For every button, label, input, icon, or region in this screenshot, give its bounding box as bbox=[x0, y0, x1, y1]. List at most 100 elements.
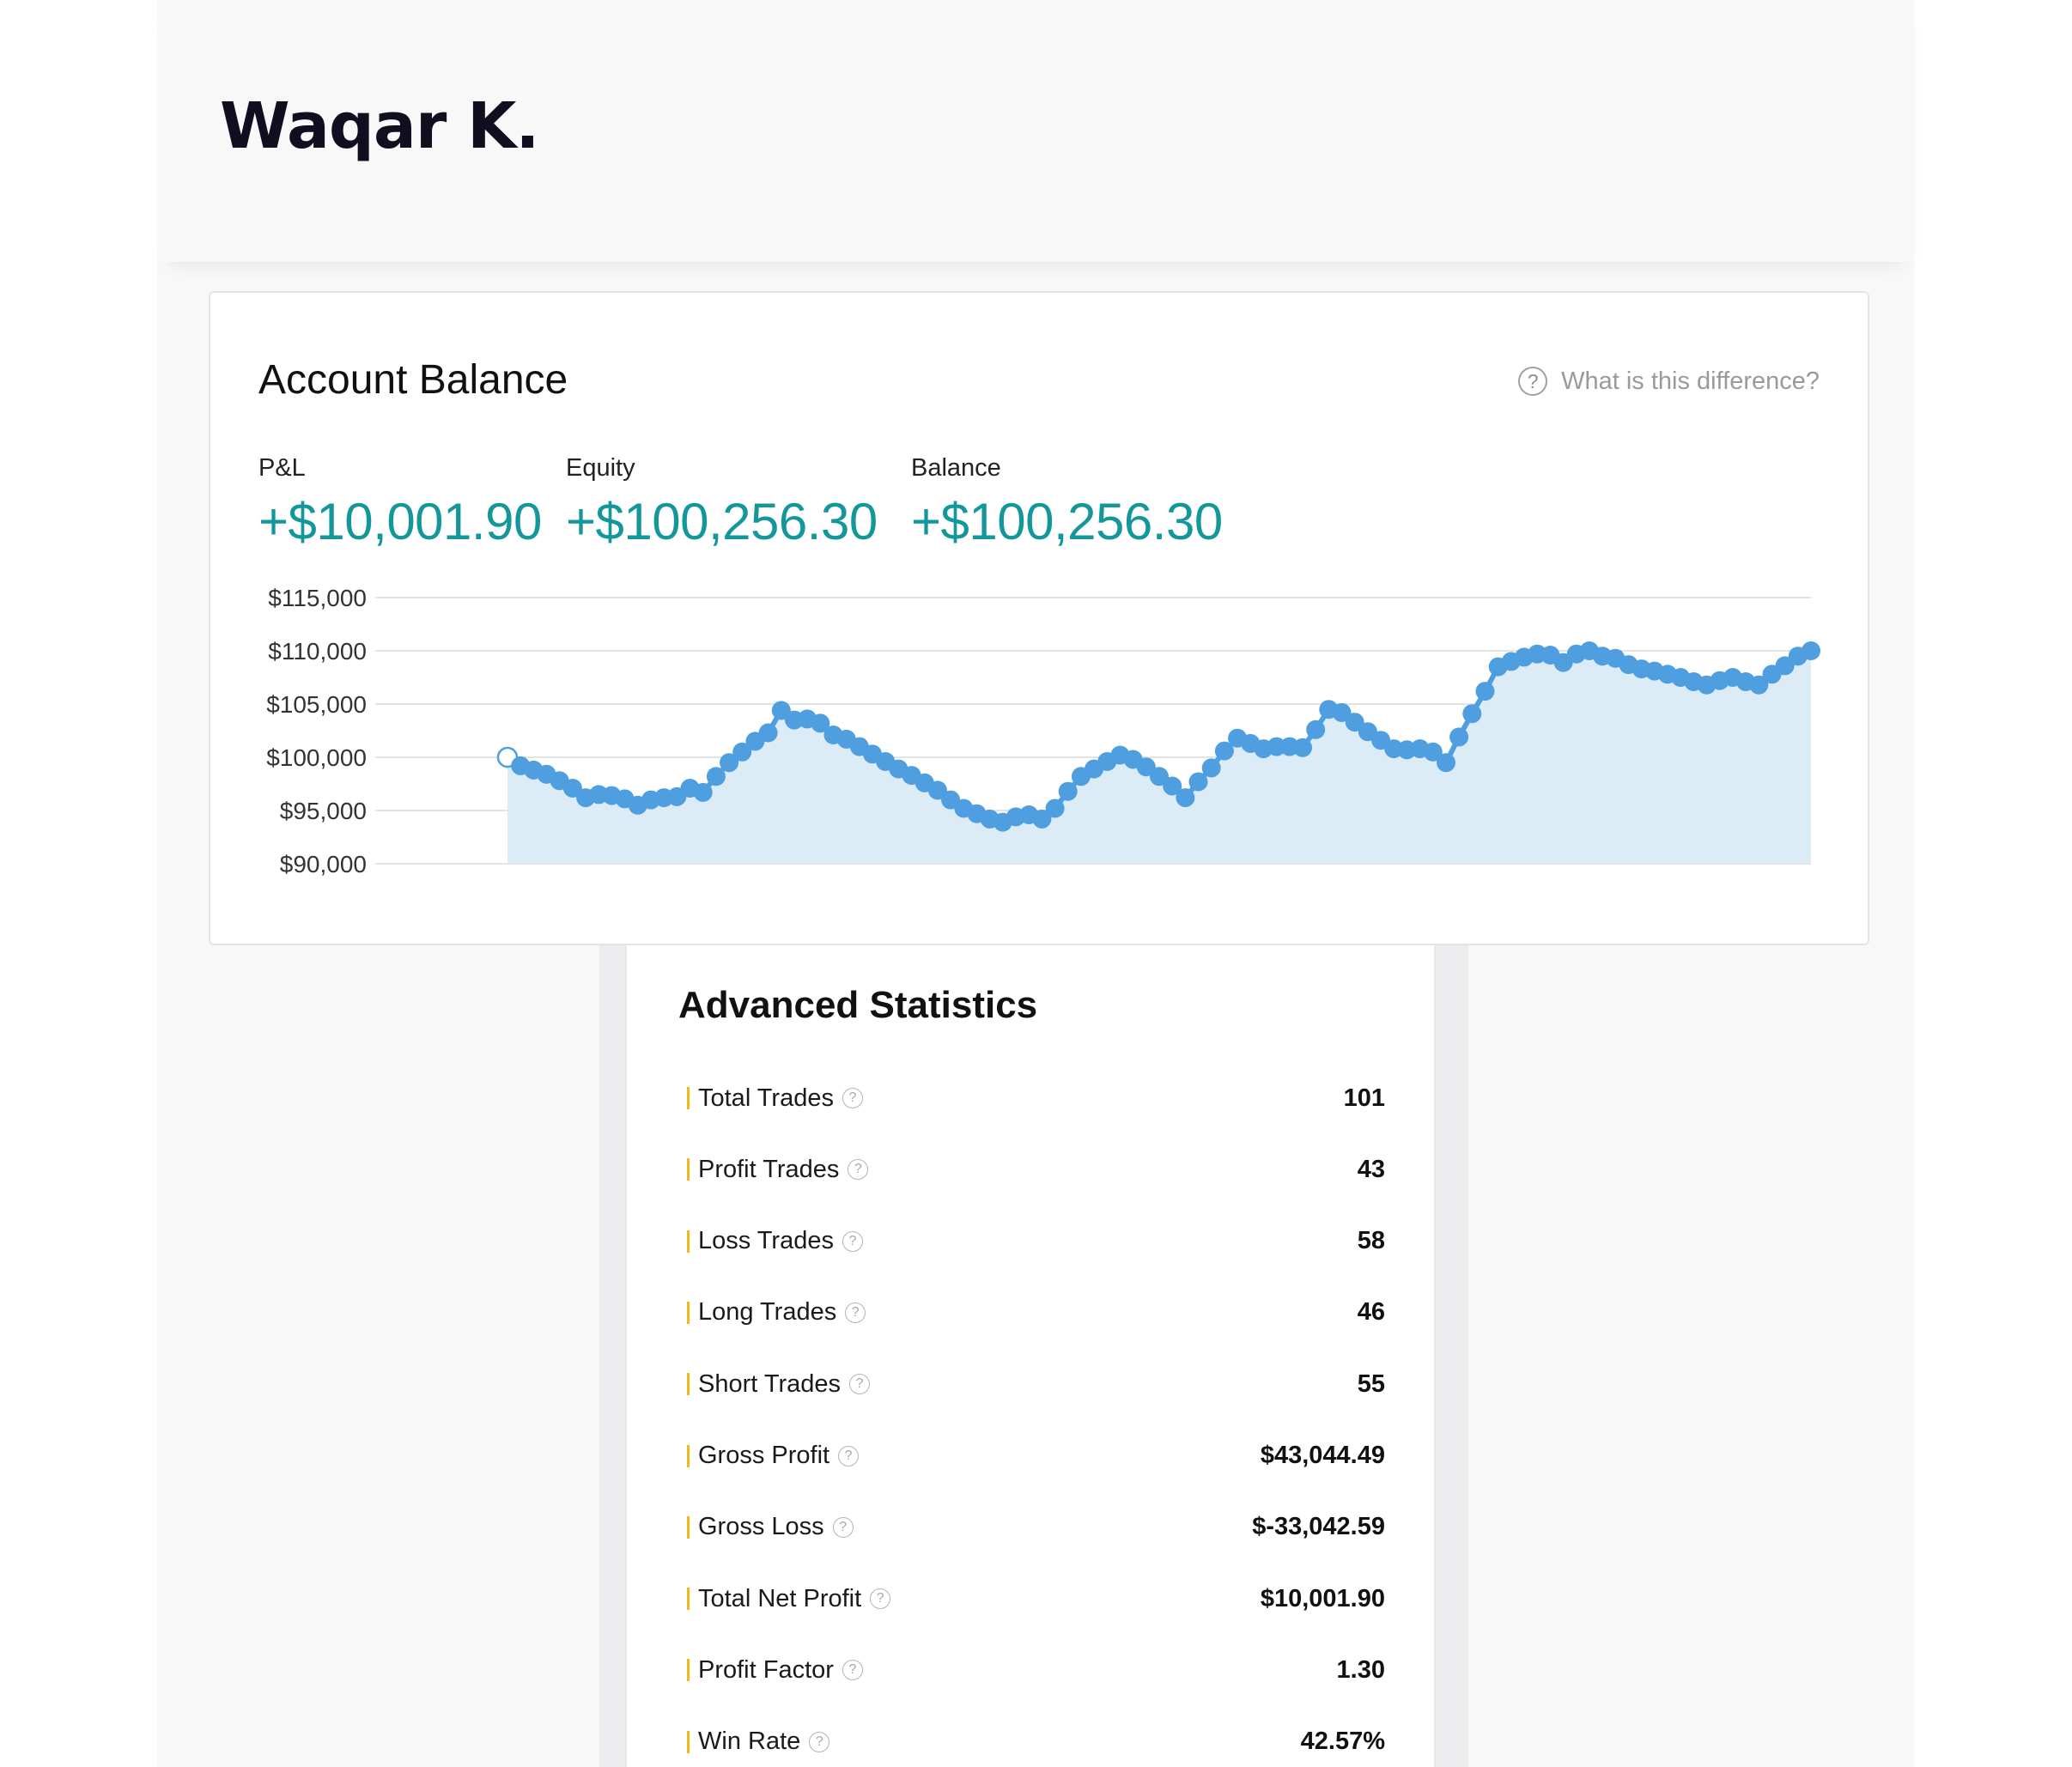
stat-label-group: Total Net Profit? bbox=[687, 1584, 891, 1613]
stat-accent-bar bbox=[687, 1515, 690, 1539]
data-point bbox=[1345, 713, 1364, 732]
question-circle-icon: ? bbox=[1518, 367, 1548, 396]
data-point bbox=[1293, 738, 1312, 757]
question-circle-icon[interactable]: ? bbox=[842, 1230, 863, 1252]
question-circle-icon[interactable]: ? bbox=[845, 1302, 866, 1323]
stat-value: $10,001.90 bbox=[1260, 1584, 1385, 1612]
stat-label: Short Trades bbox=[698, 1369, 842, 1398]
stat-accent-bar bbox=[687, 1158, 690, 1181]
data-point bbox=[1045, 798, 1065, 818]
stat-label-group: Short Trades? bbox=[687, 1369, 871, 1399]
advanced-statistics-card: Advanced Statistics Total Trades? 101 Prof… bbox=[625, 945, 1436, 1767]
stat-accent-bar bbox=[687, 1230, 690, 1253]
data-point bbox=[706, 767, 726, 786]
stat-row: Loss Trades? 58 bbox=[687, 1224, 1385, 1259]
stat-label: Total Net Profit bbox=[698, 1584, 862, 1612]
question-circle-icon[interactable]: ? bbox=[832, 1516, 854, 1538]
stat-label-group: Profit Trades? bbox=[687, 1155, 869, 1184]
stat-accent-bar bbox=[687, 1373, 690, 1396]
stat-value: 58 bbox=[1357, 1227, 1385, 1255]
data-point bbox=[1462, 704, 1482, 724]
metric-equity-label: Equity bbox=[566, 454, 635, 482]
y-tick-label: $90,000 bbox=[280, 851, 367, 877]
stat-label: Win Rate bbox=[698, 1728, 801, 1756]
advanced-statistics-title: Advanced Statistics bbox=[678, 984, 1038, 1026]
data-point bbox=[1201, 758, 1221, 778]
stat-label: Loss Trades bbox=[698, 1227, 834, 1255]
data-point bbox=[927, 780, 947, 800]
data-point bbox=[1150, 767, 1169, 786]
stat-value: 43 bbox=[1357, 1155, 1385, 1183]
question-circle-icon[interactable]: ? bbox=[870, 1588, 891, 1610]
data-point bbox=[811, 713, 830, 733]
y-tick-label: $95,000 bbox=[280, 798, 367, 824]
balance-chart: $115,000 $110,000 $105,000 $100,000 $95,000 $… bbox=[266, 585, 1820, 877]
metric-pnl: P&L +$10,001.90 bbox=[258, 456, 542, 548]
question-circle-icon[interactable]: ? bbox=[848, 1159, 869, 1181]
stat-value: 42.57% bbox=[1300, 1728, 1385, 1756]
stat-label-group: Win Rate? bbox=[687, 1728, 830, 1756]
stat-row: Win Rate? 42.57% bbox=[687, 1725, 1385, 1759]
data-point bbox=[1176, 788, 1195, 808]
stat-value: 46 bbox=[1357, 1298, 1385, 1327]
stat-row: Profit Trades? 43 bbox=[687, 1152, 1385, 1187]
data-point bbox=[1449, 727, 1469, 747]
question-circle-icon[interactable]: ? bbox=[842, 1660, 863, 1681]
stat-row: Profit Factor? 1.30 bbox=[687, 1653, 1385, 1687]
metric-equity-value: +$100,256.30 bbox=[566, 493, 878, 550]
stat-row: Gross Loss? $-33,042.59 bbox=[687, 1510, 1385, 1545]
balance-area bbox=[507, 651, 1811, 864]
stat-label: Long Trades bbox=[698, 1298, 837, 1327]
stat-accent-bar bbox=[687, 1588, 690, 1611]
stat-accent-bar bbox=[687, 1730, 690, 1753]
data-point bbox=[562, 779, 582, 798]
stat-value: 1.30 bbox=[1336, 1655, 1385, 1684]
y-tick-label: $110,000 bbox=[268, 638, 367, 665]
stat-label: Total Trades bbox=[698, 1084, 834, 1112]
data-point bbox=[1423, 742, 1443, 762]
stat-label-group: Total Trades? bbox=[687, 1084, 863, 1113]
data-point bbox=[720, 753, 739, 773]
metric-balance-label: Balance bbox=[911, 454, 1001, 482]
y-tick-label: $115,000 bbox=[268, 585, 367, 611]
stat-accent-bar bbox=[687, 1659, 690, 1682]
stat-row: Gross Profit? $43,044.49 bbox=[687, 1439, 1385, 1473]
stat-label: Gross Profit bbox=[698, 1442, 830, 1469]
account-balance-card: Account Balance ? What is this differenc… bbox=[209, 291, 1869, 945]
stat-accent-bar bbox=[687, 1301, 690, 1324]
user-name: Waqar K. bbox=[220, 89, 540, 163]
metric-balance: Balance +$100,256.30 bbox=[911, 456, 1223, 548]
stat-label: Profit Trades bbox=[698, 1155, 840, 1183]
metric-balance-value: +$100,256.30 bbox=[911, 493, 1223, 550]
profile-header bbox=[157, 0, 1915, 262]
data-point bbox=[1749, 675, 1769, 695]
question-circle-icon[interactable]: ? bbox=[809, 1731, 830, 1752]
stat-label: Gross Loss bbox=[698, 1513, 824, 1541]
data-point bbox=[1267, 737, 1286, 756]
data-point bbox=[1163, 776, 1182, 796]
question-circle-icon[interactable]: ? bbox=[838, 1445, 860, 1466]
difference-help-link[interactable]: ? What is this difference? bbox=[1518, 367, 1820, 396]
question-circle-icon[interactable]: ? bbox=[849, 1374, 871, 1395]
difference-help-text: What is this difference? bbox=[1561, 367, 1820, 395]
data-point bbox=[1188, 772, 1208, 792]
metric-pnl-label: P&L bbox=[258, 454, 306, 482]
stat-value: $43,044.49 bbox=[1260, 1442, 1385, 1469]
stat-row: Long Trades? 46 bbox=[687, 1296, 1385, 1330]
data-point bbox=[1437, 753, 1455, 773]
stat-row: Short Trades? 55 bbox=[687, 1367, 1385, 1401]
y-tick-label: $105,000 bbox=[266, 691, 367, 718]
data-point bbox=[1475, 682, 1495, 701]
metric-equity: Equity +$100,256.30 bbox=[566, 456, 878, 548]
data-point bbox=[758, 723, 778, 743]
y-tick-label: $100,000 bbox=[266, 744, 367, 771]
question-circle-icon[interactable]: ? bbox=[842, 1088, 863, 1108]
data-point bbox=[1058, 781, 1078, 801]
data-point bbox=[1032, 809, 1052, 829]
data-point bbox=[693, 782, 713, 802]
stat-label-group: Gross Loss? bbox=[687, 1513, 854, 1541]
stat-label-group: Gross Profit? bbox=[687, 1442, 860, 1470]
data-point bbox=[1332, 702, 1352, 722]
data-point bbox=[1775, 656, 1795, 676]
stat-row: Total Trades? 101 bbox=[687, 1081, 1385, 1115]
